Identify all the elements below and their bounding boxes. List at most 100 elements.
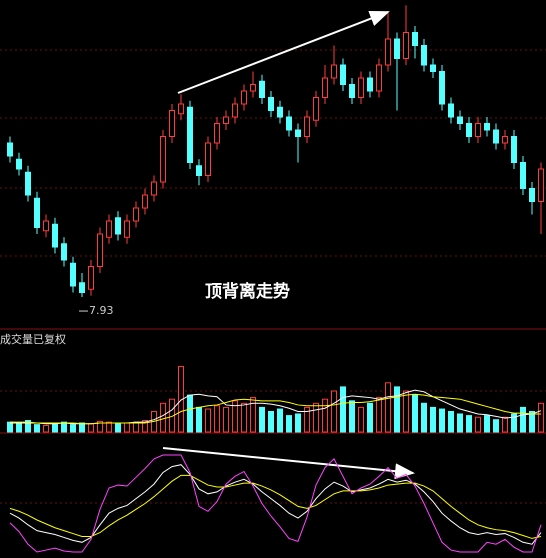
volume-bar [214, 405, 220, 433]
volume-bar [16, 423, 22, 433]
candle-body [439, 71, 445, 105]
candle-body [232, 103, 238, 118]
volume-average-line [10, 393, 541, 425]
volume-bar [142, 420, 148, 433]
volume-bar [70, 424, 76, 433]
volume-bar [205, 408, 211, 433]
candle-body [97, 233, 103, 267]
volume-bar [88, 423, 94, 433]
candle-body [142, 194, 148, 209]
candle-body [241, 90, 247, 105]
candle-body [322, 77, 328, 98]
candle-body [187, 106, 193, 163]
indicator-line [9, 454, 542, 553]
volume-bar [97, 420, 103, 433]
volume-bar [520, 406, 526, 433]
volume-bar [52, 423, 58, 433]
candle-body [475, 123, 481, 137]
volume-bar [286, 415, 292, 433]
candle-body [52, 223, 58, 248]
volume-bar [493, 419, 499, 433]
candle-body [277, 106, 283, 118]
volume-bar [34, 424, 40, 433]
candle-body [169, 110, 175, 137]
volume-bar [430, 406, 436, 433]
volume-bar [133, 421, 139, 433]
candle-body [358, 77, 364, 98]
volume-bar [349, 400, 355, 433]
volume-bar [394, 386, 400, 433]
candle-body [268, 97, 274, 111]
volume-bar [241, 402, 247, 433]
candle-body [223, 116, 229, 124]
volume-bar [475, 416, 481, 433]
low-label: 7.93 [89, 304, 114, 317]
volume-bar [322, 398, 328, 433]
volume-bar [250, 397, 256, 433]
volume-bar [403, 390, 409, 433]
grid [0, 49, 546, 504]
candle-body [313, 97, 319, 121]
candle-body [133, 207, 139, 222]
candle-body [421, 45, 427, 66]
candle-body [250, 84, 256, 92]
candle-body [178, 103, 184, 115]
candle-body [484, 123, 490, 131]
candle-body [79, 282, 85, 293]
candle-body [34, 197, 40, 228]
volume-bar [331, 390, 337, 433]
volume-bar [385, 382, 391, 433]
candle-body [448, 103, 454, 118]
candle-body [205, 142, 211, 176]
volume-bar [538, 402, 544, 433]
volume-bar [79, 422, 85, 433]
candle-body [7, 142, 13, 157]
candle-body [259, 80, 265, 98]
candle-body [286, 116, 292, 131]
volume-bar [439, 408, 445, 433]
volume-bar [466, 415, 472, 433]
candle-body [61, 243, 67, 261]
candle-body [502, 136, 508, 144]
candle-body [106, 220, 112, 238]
candle-body [304, 116, 310, 137]
volume-bar [457, 413, 463, 433]
candle-body [403, 32, 409, 59]
annotation: 顶背离走势 [205, 281, 290, 302]
volume-bar [529, 411, 535, 433]
volume-bar [376, 397, 382, 433]
volume-bar [448, 411, 454, 433]
candle-body [538, 168, 544, 202]
candle-body [520, 162, 526, 189]
volume-bar [295, 413, 301, 433]
volume-bar [196, 406, 202, 433]
volume-bar [160, 402, 166, 433]
candle-body [412, 32, 418, 46]
candle-body [385, 38, 391, 66]
volume-title: 成交量已复权 [0, 332, 66, 346]
candle-body [331, 64, 337, 79]
candle-body [349, 84, 355, 98]
volume-bar [484, 415, 490, 433]
volume-bar [367, 402, 373, 433]
candle-body [511, 136, 517, 163]
volume-bar [187, 394, 193, 433]
candle-body [367, 77, 373, 92]
candle-body [16, 158, 22, 170]
indicator-line [9, 464, 542, 545]
volume-bar [106, 421, 112, 433]
candle-body [124, 220, 130, 238]
volume-bar [115, 423, 121, 433]
volume-bar [232, 400, 238, 433]
volume-bar [502, 416, 508, 433]
candle-body [529, 188, 535, 202]
candle-body [457, 116, 463, 124]
indicator-line [9, 474, 542, 539]
volume-bar [124, 422, 130, 433]
volume-bar [358, 406, 364, 433]
candle-body [394, 38, 400, 59]
volume-bar [277, 408, 283, 433]
volume-bar [25, 420, 31, 433]
candle-body [466, 123, 472, 137]
candle-body [196, 165, 202, 176]
